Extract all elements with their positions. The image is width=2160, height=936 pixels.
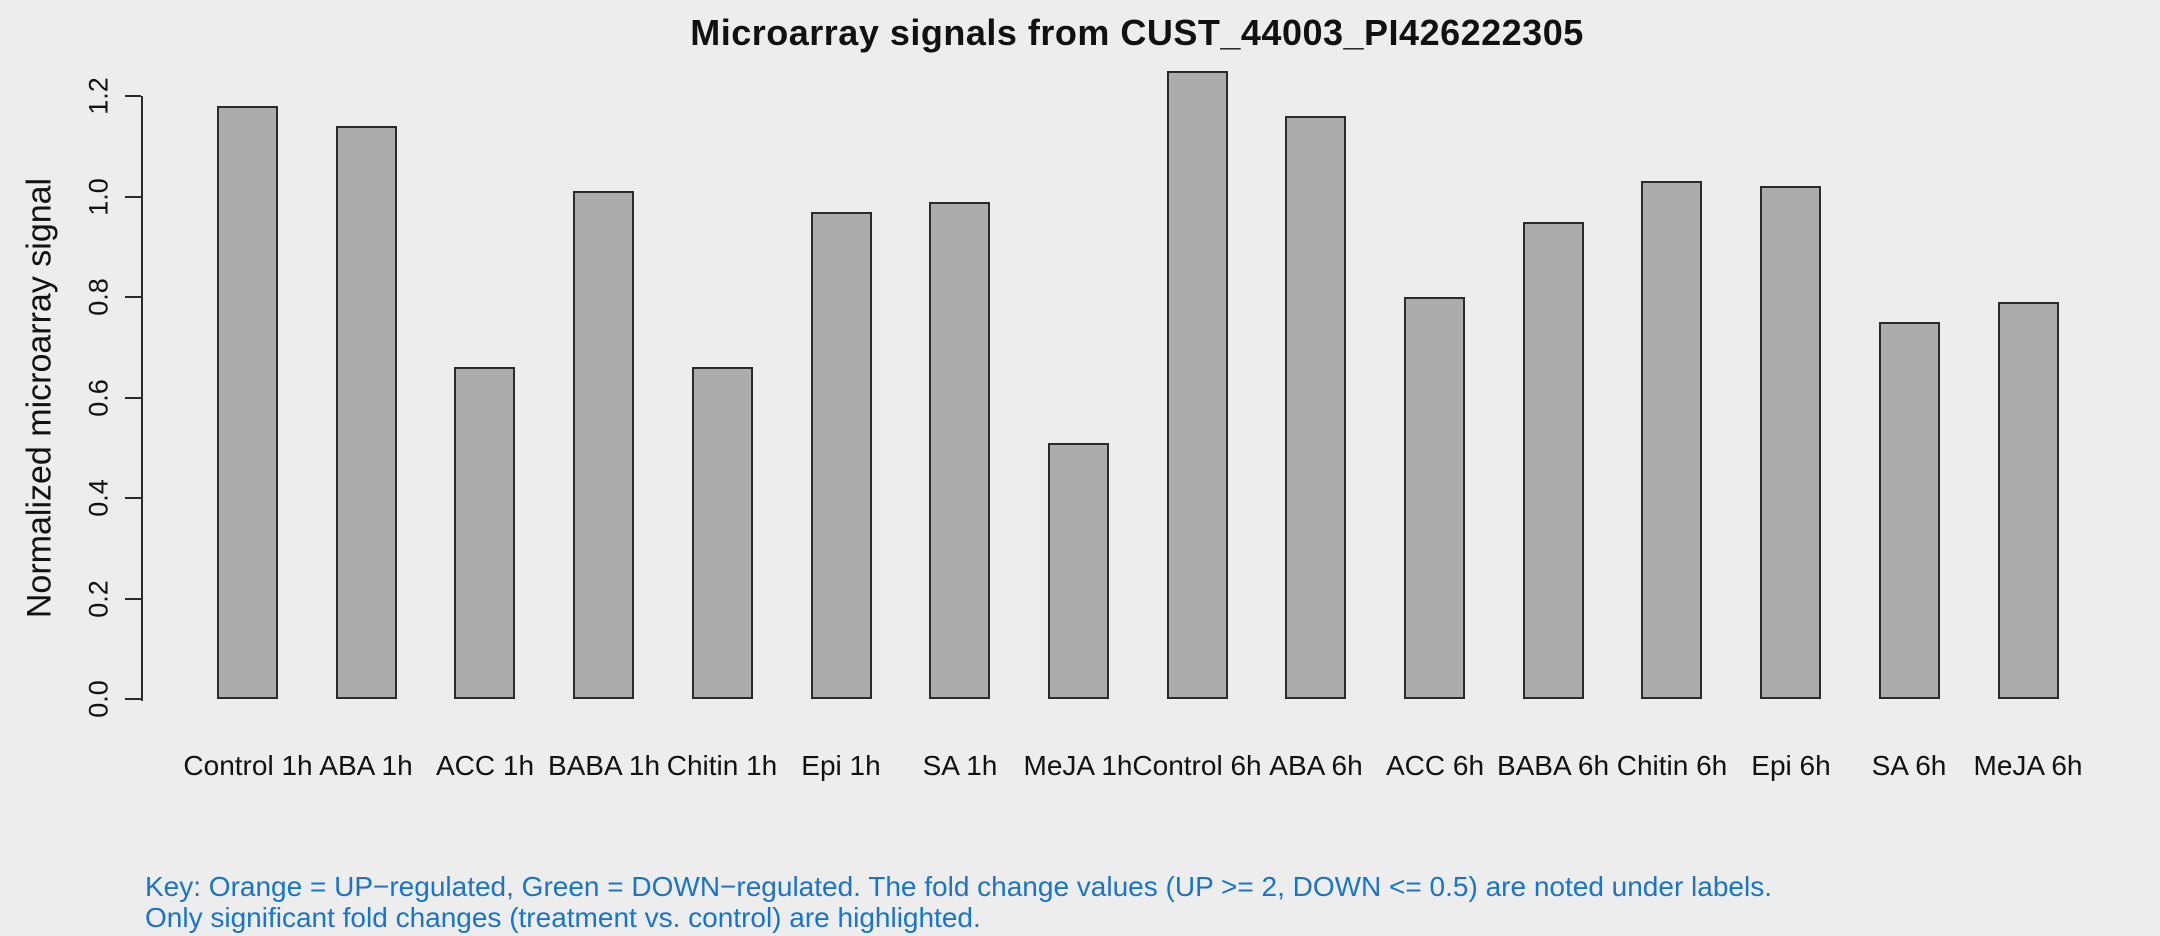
bar-sa-6h <box>1879 322 1940 699</box>
bar-aba-6h <box>1285 116 1346 699</box>
key-note: Key: Orange = UP−regulated, Green = DOWN… <box>145 871 1772 933</box>
bar-control-6h <box>1167 71 1228 699</box>
x-tick-label: Epi 1h <box>801 750 881 781</box>
x-tick-label: Chitin 1h <box>666 750 778 781</box>
bar-epi-6h <box>1760 186 1821 699</box>
bar-sa-1h <box>929 202 990 699</box>
x-tick-label: ABA 6h <box>1269 750 1363 781</box>
bar-meja-6h <box>1998 302 2059 699</box>
bar-baba-6h <box>1523 222 1584 699</box>
x-tick-label: Control 1h <box>183 750 313 781</box>
x-tick-label: Control 6h <box>1132 750 1262 781</box>
y-tick-mark <box>125 396 141 399</box>
y-tick-mark <box>125 296 141 298</box>
y-tick-mark <box>125 597 141 600</box>
y-tick-label: 1.0 <box>83 177 114 216</box>
x-tick-label: Chitin 6h <box>1616 750 1728 781</box>
y-tick-label: 0.6 <box>83 378 114 417</box>
y-axis-line <box>141 96 143 701</box>
bar-epi-1h <box>811 212 872 699</box>
y-tick-label: 0.4 <box>83 479 114 517</box>
x-tick-label: MeJA 6h <box>1973 750 2083 781</box>
y-tick-label: 1.2 <box>83 77 114 115</box>
bar-control-1h <box>217 106 278 699</box>
x-tick-label: SA 6h <box>1871 750 1947 781</box>
y-tick-mark <box>125 698 141 700</box>
bar-acc-1h <box>454 367 515 699</box>
x-tick-label: ACC 1h <box>435 750 535 781</box>
bar-baba-1h <box>573 191 634 699</box>
y-tick-mark <box>125 497 141 499</box>
x-tick-label: BABA 6h <box>1496 750 1610 781</box>
key-line-1: Key: Orange = UP−regulated, Green = DOWN… <box>145 871 1772 902</box>
y-axis-title: Normalized microarray signal <box>20 177 59 619</box>
bar-chitin-1h <box>692 367 753 699</box>
chart-title: Microarray signals from CUST_44003_PI426… <box>690 12 1584 53</box>
bar-acc-6h <box>1404 297 1465 699</box>
y-tick-label: 0.0 <box>83 680 114 718</box>
x-tick-label: BABA 1h <box>547 750 661 781</box>
bar-meja-1h <box>1048 443 1109 699</box>
x-tick-label: MeJA 1h <box>1023 750 1133 781</box>
y-tick-label: 0.2 <box>83 579 114 618</box>
x-tick-label: SA 1h <box>922 750 998 781</box>
bar-aba-1h <box>336 126 397 699</box>
x-tick-label: ABA 1h <box>319 750 413 781</box>
x-tick-label: Epi 6h <box>1751 750 1831 781</box>
key-line-2: Only significant fold changes (treatment… <box>145 902 981 933</box>
y-tick-label: 0.8 <box>83 278 114 316</box>
y-tick-mark <box>125 195 141 198</box>
x-tick-label: ACC 6h <box>1385 750 1485 781</box>
bar-chitin-6h <box>1641 181 1702 699</box>
y-tick-mark <box>125 95 141 97</box>
